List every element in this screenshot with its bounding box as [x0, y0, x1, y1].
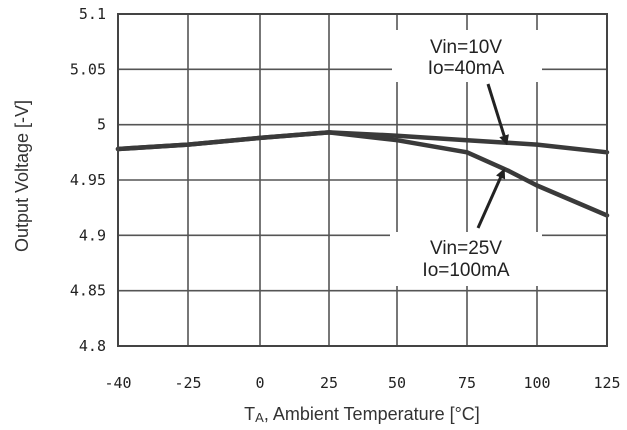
x-axis-label-main: T — [244, 404, 255, 424]
x-tick-label: 75 — [458, 374, 476, 392]
x-tick-label: 100 — [523, 374, 550, 392]
y-axis-label: Output Voltage [-V] — [12, 100, 32, 252]
x-axis-label-rest: , Ambient Temperature [°C] — [264, 404, 480, 424]
x-axis-label: TA, Ambient Temperature [°C] — [244, 404, 480, 425]
y-tick-label: 4.95 — [70, 171, 106, 189]
x-tick-label: 125 — [593, 374, 620, 392]
y-tick-label: 4.85 — [70, 282, 106, 300]
plot-frame — [117, 13, 608, 347]
plot-border — [117, 13, 608, 347]
x-tick-label: -25 — [174, 374, 201, 392]
annotation-background — [390, 232, 542, 286]
x-axis-label-sub: A — [255, 410, 264, 425]
annotation-label: Vin=10V — [430, 37, 502, 58]
annotation-arrow — [476, 168, 506, 229]
y-tick-label: 5.1 — [79, 5, 106, 23]
annotation-background — [392, 30, 542, 82]
annotation-label: Io=100mA — [422, 260, 509, 281]
y-tick-label: 4.9 — [79, 226, 106, 244]
y-tick-label: 4.8 — [79, 337, 106, 355]
y-tick-label: 5 — [97, 116, 106, 134]
y-tick-label: 5.05 — [70, 60, 106, 78]
series-group — [115, 130, 610, 218]
x-tick-label: -40 — [104, 374, 131, 392]
x-tick-label: 0 — [255, 374, 264, 392]
x-tick-label: 25 — [320, 374, 338, 392]
x-tick-labels: -40 -25 0 25 50 75 100 125 — [104, 374, 620, 392]
annotation-label: Vin=25V — [430, 238, 502, 259]
annotation-arrow — [486, 83, 509, 146]
x-tick-label: 50 — [388, 374, 406, 392]
y-tick-labels: 4.8 4.85 4.9 4.95 5 5.05 5.1 — [70, 5, 106, 355]
series-line-2 — [115, 130, 610, 218]
annotation-label: Io=40mA — [428, 58, 505, 79]
